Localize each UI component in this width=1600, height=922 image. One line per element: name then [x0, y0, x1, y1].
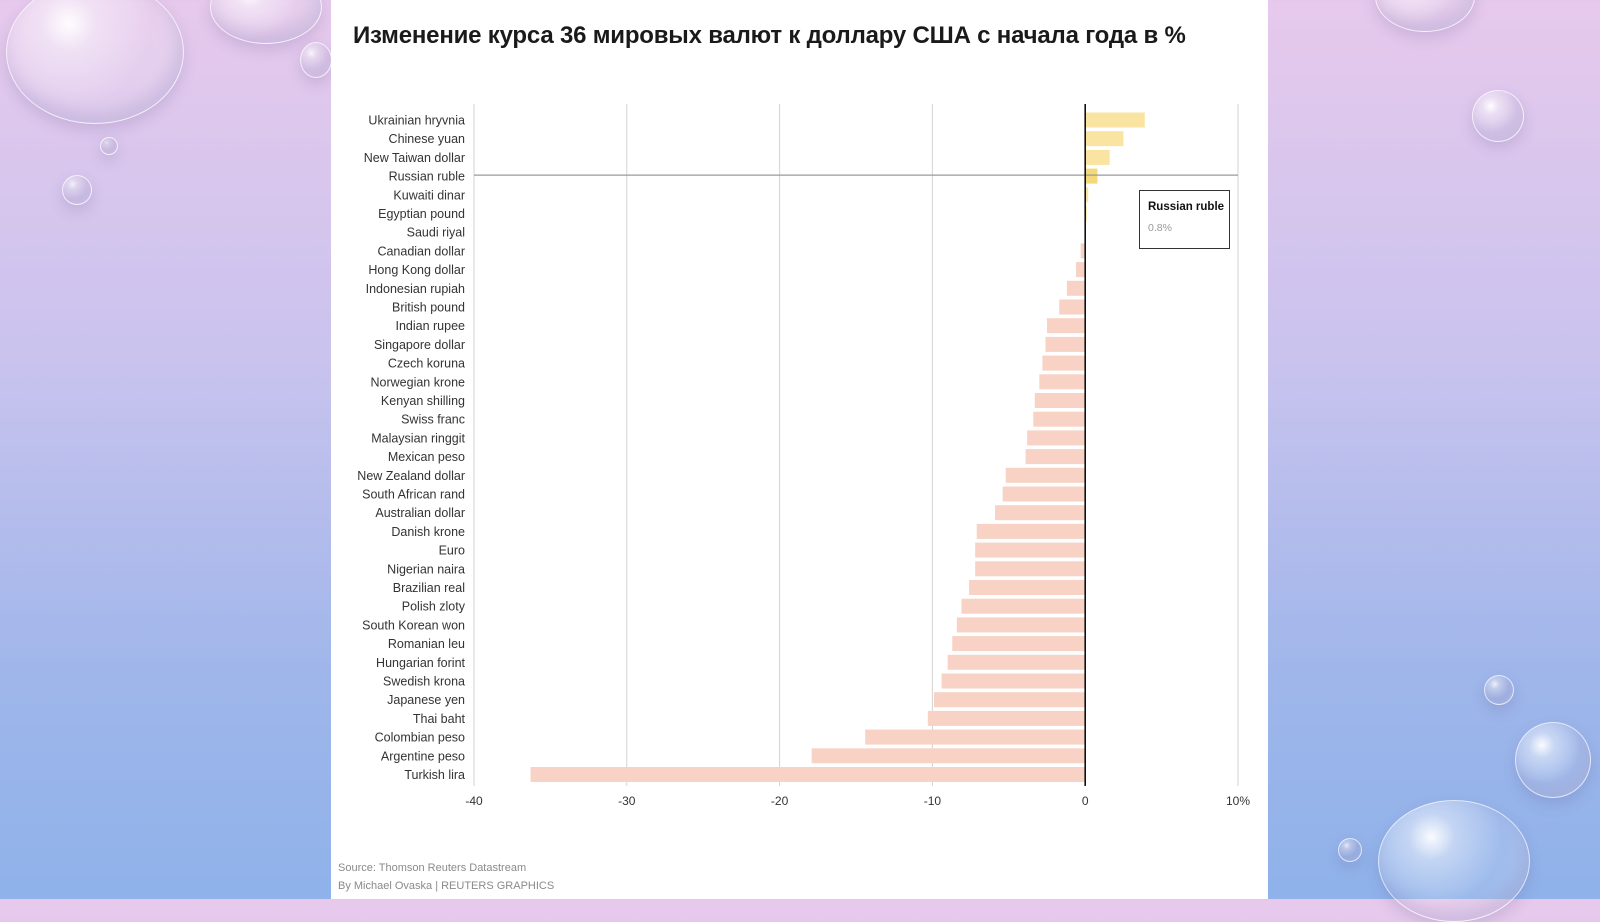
category-label: Polish zloty	[402, 600, 466, 614]
category-label: Ukrainian hryvnia	[368, 114, 465, 128]
bar	[530, 767, 1086, 782]
chart-panel: Изменение курса 36 мировых валют к долла…	[331, 0, 1268, 899]
category-label: New Taiwan dollar	[364, 151, 465, 165]
chart-title: Изменение курса 36 мировых валют к долла…	[353, 22, 1186, 49]
bar	[969, 580, 1086, 595]
tooltip-name: Russian ruble	[1148, 201, 1225, 213]
category-label: Norwegian krone	[371, 375, 466, 389]
bar	[1045, 336, 1086, 352]
decorative-bubble	[210, 0, 322, 44]
bar-chart: -40 -30 -20 -10 0 10% Ukrainian hryvnia Chinese…	[357, 104, 1250, 808]
decorative-bubble	[300, 42, 332, 78]
tooltip: Russian ruble 0.8%	[1139, 190, 1230, 249]
category-label: Japanese yen	[387, 693, 465, 707]
decorative-bubble	[1484, 675, 1514, 705]
tooltip-value: 0.8%	[1148, 222, 1172, 234]
decorative-bubble	[100, 137, 118, 155]
category-label: Hong Kong dollar	[368, 263, 465, 277]
category-label: Egyptian pound	[378, 207, 465, 221]
category-label: Hungarian forint	[376, 656, 465, 670]
bar	[1002, 486, 1086, 502]
decorative-bubble	[1472, 90, 1524, 142]
bar	[1085, 131, 1124, 147]
category-label: Euro	[439, 544, 465, 558]
category-label: Argentine peso	[381, 749, 465, 763]
category-label: Malaysian ringgit	[371, 431, 465, 445]
category-label: Indonesian rupiah	[366, 282, 465, 296]
bar	[961, 598, 1086, 614]
bar	[1034, 393, 1086, 408]
bar	[1085, 168, 1098, 184]
category-label: Chinese yuan	[389, 132, 465, 146]
bar	[941, 673, 1086, 689]
bar	[976, 523, 1086, 539]
category-label: Nigerian naira	[387, 562, 465, 576]
category-label: Mexican peso	[388, 450, 465, 464]
bar	[975, 561, 1086, 577]
bar	[933, 692, 1086, 708]
bar	[1005, 467, 1086, 483]
bar	[995, 505, 1086, 521]
source-line: Source: Thomson Reuters Datastream	[338, 862, 527, 874]
category-label: Singapore dollar	[374, 338, 465, 352]
category-label: Brazilian real	[393, 581, 465, 595]
bar	[927, 710, 1086, 726]
decorative-bubble	[1375, 0, 1475, 32]
category-label: Indian rupee	[395, 319, 465, 333]
decorative-bubble	[6, 0, 184, 124]
bar	[1066, 280, 1086, 296]
category-label: Swedish krona	[383, 675, 465, 689]
bar	[975, 542, 1086, 558]
category-label: Australian dollar	[375, 506, 465, 520]
category-label: Saudi riyal	[407, 226, 465, 240]
x-tick-label: -10	[924, 794, 942, 808]
bar	[956, 617, 1086, 633]
decorative-bubble	[1515, 722, 1591, 798]
category-label: Canadian dollar	[377, 244, 465, 258]
bar	[1085, 149, 1110, 165]
decorative-bubble	[1378, 800, 1530, 922]
x-tick-label: 10%	[1226, 794, 1250, 808]
x-tick-label: 0	[1082, 794, 1089, 808]
category-label: Russian ruble	[389, 170, 465, 184]
bar	[1076, 262, 1086, 278]
bar	[811, 748, 1086, 764]
x-tick-label: -30	[618, 794, 636, 808]
bar	[947, 654, 1086, 670]
category-label: Kuwaiti dinar	[393, 188, 465, 202]
bar	[1047, 318, 1086, 334]
bar	[1080, 243, 1086, 259]
category-label: Colombian peso	[375, 731, 465, 745]
bar	[865, 729, 1086, 745]
category-label: New Zealand dollar	[357, 469, 465, 483]
x-tick-label: -40	[465, 794, 483, 808]
category-label: Thai baht	[413, 712, 466, 726]
category-label: Kenyan shilling	[381, 394, 465, 408]
decorative-bubble	[62, 175, 92, 205]
bar	[1039, 374, 1086, 390]
category-label: Danish krone	[391, 525, 465, 539]
bar	[1085, 112, 1145, 128]
category-label: Turkish lira	[404, 768, 465, 782]
category-label: Swiss franc	[401, 413, 465, 427]
bar	[1085, 187, 1089, 203]
bar	[1033, 411, 1086, 427]
bar	[1059, 299, 1086, 315]
decorative-bubble	[1338, 838, 1362, 862]
category-label: British pound	[392, 301, 465, 315]
category-label: Romanian leu	[388, 637, 465, 651]
credit-line: By Michael Ovaska | REUTERS GRAPHICS	[338, 880, 555, 892]
bar	[1025, 449, 1086, 465]
category-label: South Korean won	[362, 618, 465, 632]
category-label: Czech koruna	[388, 357, 465, 371]
x-tick-label: -20	[771, 794, 789, 808]
category-label: South African rand	[362, 488, 465, 502]
bar	[952, 636, 1086, 652]
bar	[1027, 430, 1086, 446]
bar	[1042, 355, 1086, 371]
